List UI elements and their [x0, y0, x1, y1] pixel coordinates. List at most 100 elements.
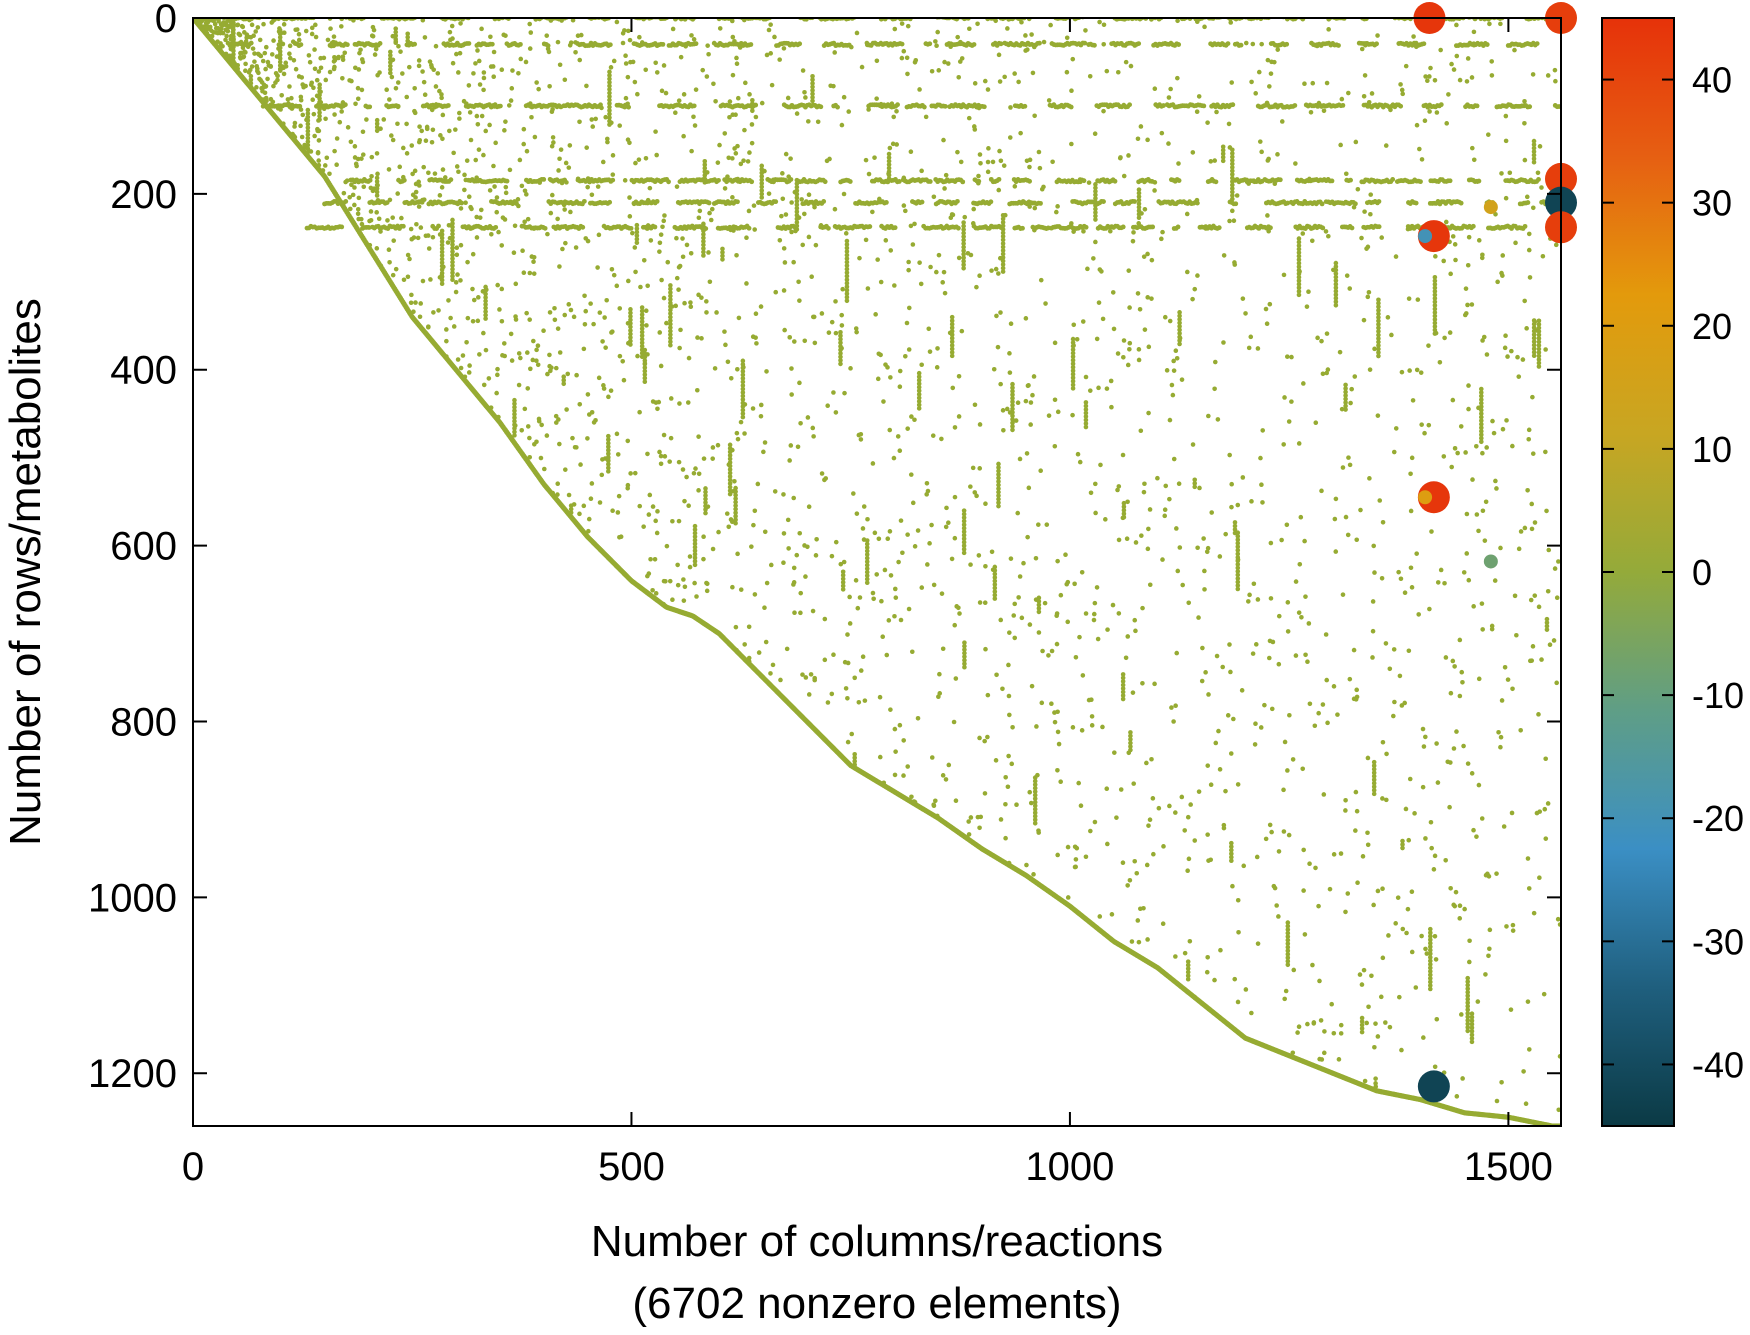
nonzero-entry	[582, 321, 588, 327]
nonzero-entry	[1423, 836, 1428, 841]
nonzero-entry	[1260, 500, 1265, 505]
nonzero-entry	[912, 544, 918, 549]
nonzero-entry	[888, 248, 894, 253]
nonzero-entry	[1041, 39, 1047, 45]
nonzero-entry	[1022, 103, 1028, 109]
nonzero-entry	[564, 180, 569, 185]
nonzero-entry	[513, 314, 518, 319]
nonzero-entry	[1069, 221, 1074, 226]
nonzero-entry	[1420, 784, 1426, 790]
nonzero-entry	[1125, 883, 1130, 888]
nonzero-entry	[340, 100, 346, 105]
nonzero-entry	[1055, 729, 1061, 735]
nonzero-entry	[968, 562, 973, 567]
nonzero-entry	[1112, 750, 1117, 755]
nonzero-entry	[977, 825, 982, 831]
nonzero-entry	[1300, 766, 1306, 772]
nonzero-entry	[255, 25, 261, 30]
nonzero-entry	[1438, 102, 1444, 108]
nonzero-entry	[1484, 42, 1490, 47]
nonzero-entry	[803, 95, 808, 100]
nonzero-entry	[566, 492, 572, 498]
nonzero-entry	[1267, 84, 1272, 89]
nonzero-entry	[845, 696, 850, 701]
nonzero-entry	[627, 37, 633, 43]
nonzero-entry	[942, 103, 948, 109]
nonzero-entry	[359, 87, 365, 93]
nonzero-entry	[552, 317, 558, 323]
nonzero-entry	[1426, 343, 1431, 348]
nonzero-entry	[520, 248, 525, 253]
nonzero-entry	[623, 61, 629, 66]
nonzero-entry	[1282, 395, 1287, 400]
nonzero-entry	[877, 754, 883, 760]
nonzero-entry	[839, 312, 845, 318]
nonzero-entry	[993, 758, 999, 763]
nonzero-entry	[996, 176, 1002, 182]
nonzero-entry	[832, 206, 838, 212]
nonzero-entry	[287, 84, 292, 89]
nonzero-entry	[582, 293, 587, 299]
nonzero-entry	[1039, 186, 1045, 192]
nonzero-entry	[1522, 223, 1528, 229]
nonzero-entry	[887, 427, 893, 433]
nonzero-entry	[1135, 136, 1141, 142]
nonzero-entry	[559, 18, 564, 23]
nonzero-entry	[1212, 158, 1218, 163]
nonzero-entry	[753, 114, 759, 120]
nonzero-entry	[602, 315, 607, 320]
nonzero-entry	[901, 203, 907, 208]
nonzero-entry	[1420, 726, 1426, 732]
nonzero-entry	[1185, 269, 1190, 275]
nonzero-entry	[1369, 973, 1374, 979]
nonzero-entry	[497, 307, 502, 312]
nonzero-entry	[496, 414, 501, 420]
nonzero-entry	[239, 23, 245, 29]
nonzero-entry	[1212, 359, 1218, 365]
nonzero-entry	[374, 210, 379, 215]
nonzero-entry	[982, 738, 987, 744]
nonzero-entry	[1208, 782, 1214, 788]
nonzero-entry	[374, 246, 380, 251]
nonzero-entry	[1023, 33, 1028, 38]
nonzero-entry	[1327, 886, 1333, 892]
nonzero-entry	[1204, 549, 1210, 555]
nonzero-entry	[1522, 98, 1527, 104]
nonzero-entry	[1120, 224, 1126, 230]
nonzero-entry	[309, 80, 315, 86]
nonzero-entry	[955, 149, 960, 155]
nonzero-entry	[1202, 568, 1207, 574]
nonzero-entry	[1128, 63, 1134, 69]
nonzero-entry	[1133, 540, 1139, 545]
nonzero-entry	[1277, 177, 1283, 183]
nonzero-entry	[1418, 179, 1423, 185]
nonzero-entry	[1421, 41, 1427, 47]
nonzero-entry	[1365, 755, 1371, 761]
nonzero-entry	[1405, 226, 1411, 232]
nonzero-entry	[1220, 102, 1226, 108]
nonzero-entry	[1151, 851, 1156, 857]
nonzero-entry	[686, 355, 692, 361]
nonzero-entry	[1284, 41, 1290, 47]
nonzero-entry	[225, 55, 230, 61]
nonzero-entry	[310, 97, 316, 103]
nonzero-entry	[1465, 302, 1470, 308]
nonzero-entry	[1250, 651, 1256, 656]
nonzero-entry	[637, 503, 643, 509]
nonzero-entry	[1534, 41, 1540, 47]
nonzero-entry	[323, 116, 328, 122]
nonzero-entry	[982, 78, 988, 84]
nonzero-entry	[1510, 443, 1515, 449]
nonzero-entry	[768, 671, 773, 676]
nonzero-entry	[410, 171, 415, 177]
nonzero-entry	[287, 51, 292, 57]
nonzero-entry	[390, 137, 396, 143]
nonzero-entry	[1474, 512, 1480, 517]
nonzero-entry	[808, 672, 814, 677]
nonzero-entry	[1031, 872, 1036, 877]
nonzero-entry	[251, 33, 256, 39]
nonzero-entry	[386, 247, 392, 253]
nonzero-entry	[783, 151, 789, 157]
nonzero-entry	[1372, 346, 1377, 352]
nonzero-entry	[1479, 816, 1485, 821]
